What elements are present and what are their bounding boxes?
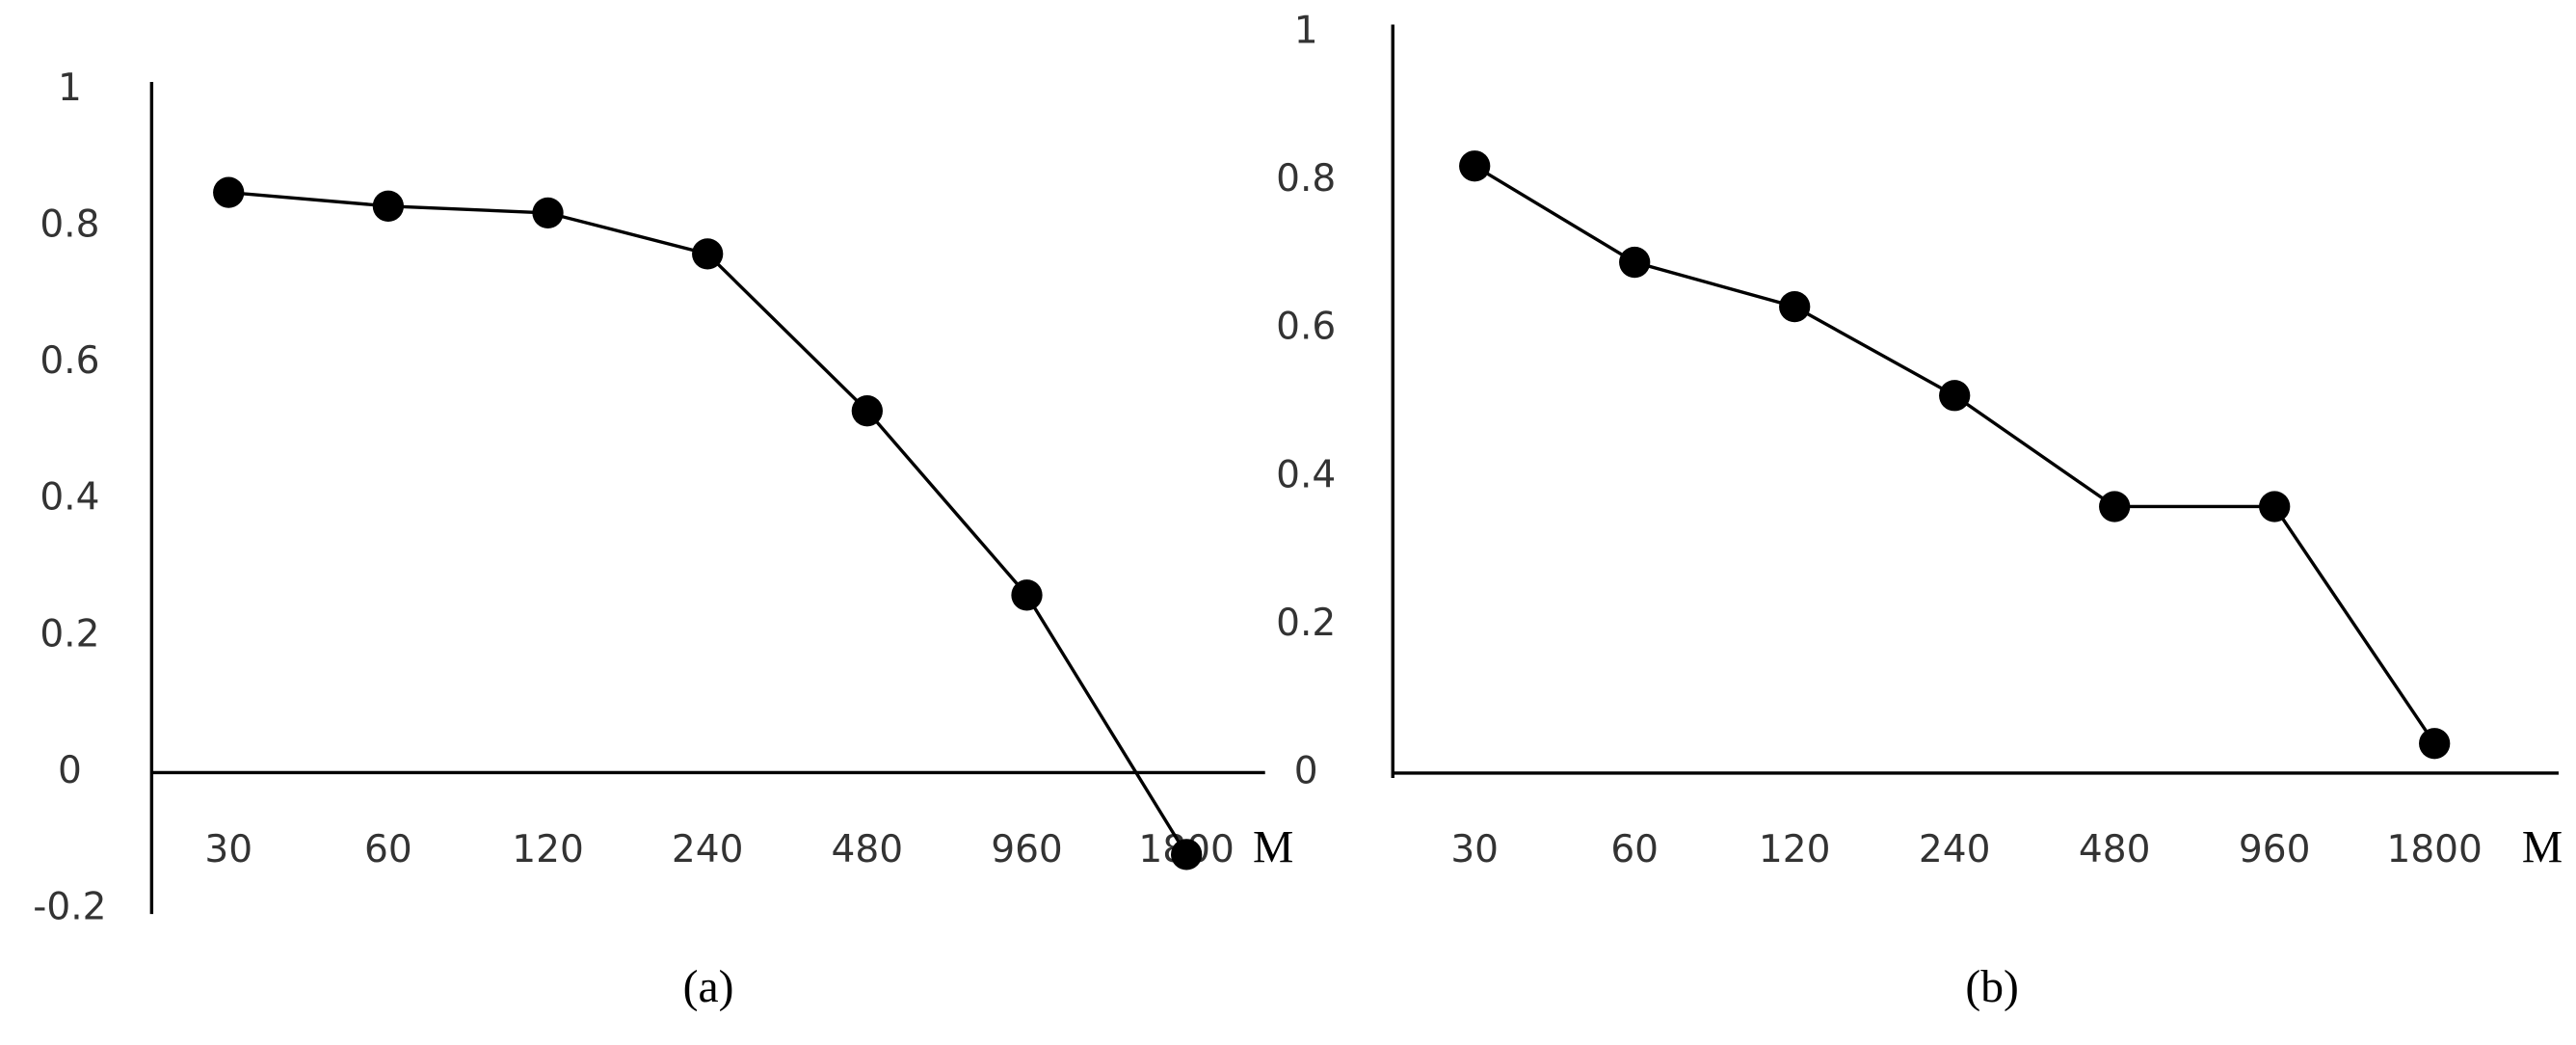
point [692,238,724,270]
x-tick-label: 60 [364,828,412,871]
y-tick-label: 1 [1294,9,1318,52]
x-tick-label: 120 [1759,828,1831,871]
x-tick-label: 480 [832,828,904,871]
y-tick-label: 0.8 [1276,157,1336,201]
point [851,395,883,427]
y-tick-label: 0.6 [40,339,99,383]
point [2259,491,2291,522]
y-tick-label: 0.6 [1276,306,1336,349]
series-line [228,190,1188,856]
x-axis-label: M [1253,822,1293,872]
x-tick-label: 30 [1450,828,1499,871]
point [1939,380,1971,412]
point [372,190,405,222]
caption: (a) [683,962,734,1012]
y-tick-label: 0 [58,749,82,792]
x-tick-label: 30 [204,828,252,871]
x-tick-label: 240 [1919,828,1991,871]
x-tick-label: 1800 [2386,828,2482,871]
y-tick-label: 0.2 [40,612,99,656]
y-tick-label: 0.2 [1276,602,1336,645]
x-tick-label: 960 [2239,828,2311,871]
y-tick-label: 0.4 [40,476,99,520]
point [1619,246,1651,279]
y-tick-label: 0.8 [40,203,99,247]
point [1459,150,1491,182]
point [2419,728,2451,760]
x-axis-label: M [2522,822,2563,872]
point [1171,839,1203,871]
point [2099,491,2131,522]
point [532,197,564,229]
x-tick-label: 480 [2079,828,2151,871]
caption: (b) [1965,962,2018,1012]
point [1779,290,1811,323]
series-line [1474,164,2436,745]
y-tick-label: 0.4 [1276,453,1336,496]
x-tick-label: 120 [512,828,584,871]
y-tick-label: 1 [58,67,82,110]
y-tick-label: -0.2 [33,885,106,928]
x-tick-label: 960 [991,828,1063,871]
point [1011,579,1043,611]
y-tick-label: 0 [1294,749,1318,792]
x-tick-label: 240 [672,828,744,871]
point [213,176,245,208]
x-tick-label: 60 [1610,828,1659,871]
